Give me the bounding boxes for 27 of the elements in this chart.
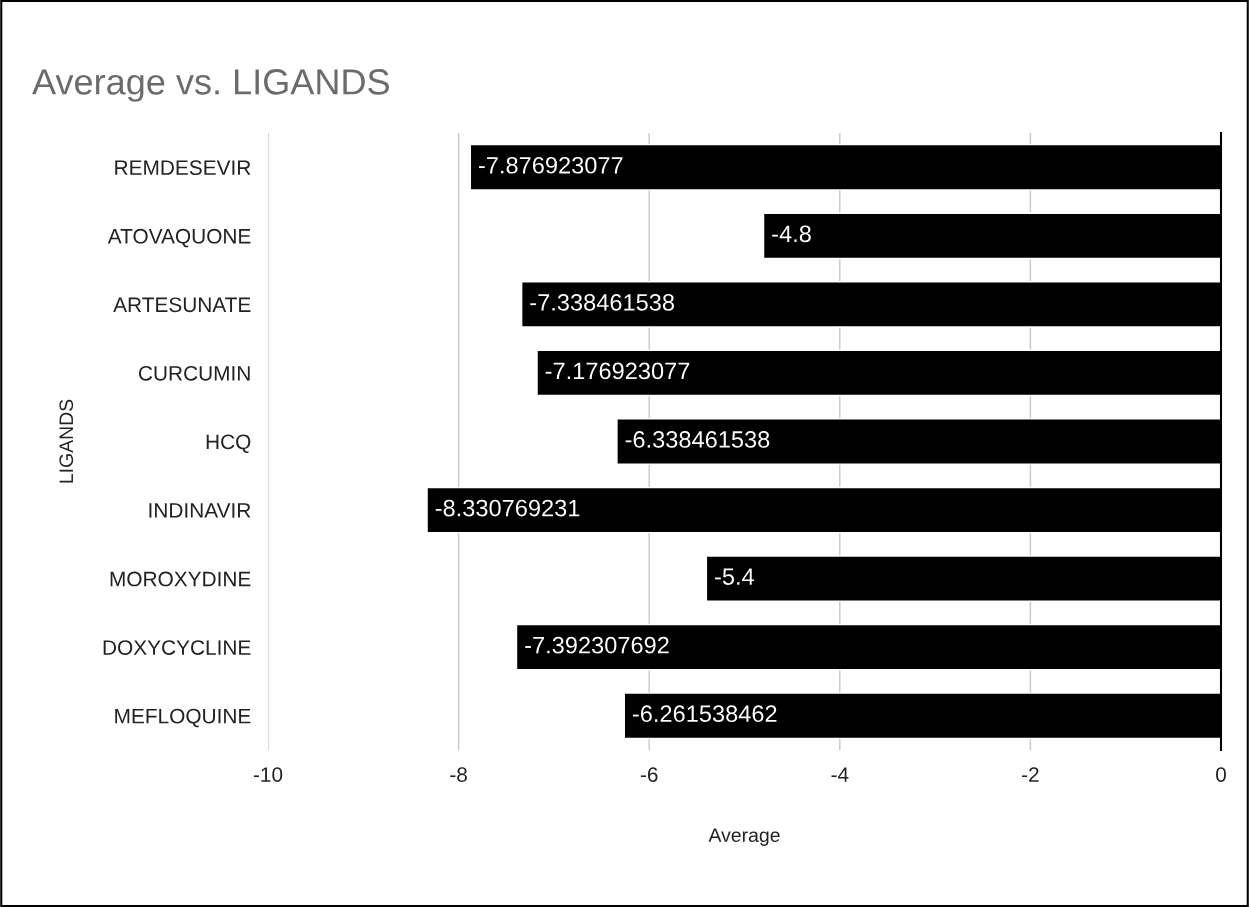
y-tick-label: REMDESEVIR — [115, 160, 251, 176]
data-label: -7.392307692 — [525, 636, 669, 654]
y-axis-title: LIGANDS — [59, 399, 74, 483]
y-tick-label: MOROXYDINE — [110, 571, 251, 587]
x-tick-label: -6 — [640, 767, 658, 782]
y-tick-label: HCQ — [206, 434, 251, 453]
data-label: -7.876923077 — [479, 156, 623, 174]
x-axis-title: Average — [708, 828, 780, 846]
chart-title: Average vs. LIGANDS — [32, 69, 389, 102]
x-tick-label: -8 — [450, 767, 467, 782]
data-label: -4.8 — [772, 225, 811, 243]
x-tick-label: -2 — [1022, 767, 1039, 782]
data-label: -8.330769231 — [435, 499, 580, 517]
x-tick-label: -4 — [831, 767, 849, 782]
y-tick-label: INDINAVIR — [149, 503, 251, 518]
y-tick-label: DOXYCYCLINE — [103, 640, 251, 655]
y-tick-label: CURCUMIN — [138, 365, 250, 381]
data-label: -7.176923077 — [545, 362, 690, 380]
x-tick-label: -10 — [253, 767, 283, 782]
y-tick-label: MEFLOQUINE — [115, 708, 251, 728]
x-tick-label: 0 — [1216, 767, 1226, 782]
data-label: -5.4 — [715, 568, 754, 585]
data-label: -7.338461538 — [530, 294, 674, 311]
data-label: -6.338461538 — [625, 431, 770, 448]
y-tick-label: ATOVAQUONE — [107, 228, 251, 248]
y-tick-label: ARTESUNATE — [113, 297, 251, 313]
data-label: -6.261538462 — [632, 705, 777, 723]
